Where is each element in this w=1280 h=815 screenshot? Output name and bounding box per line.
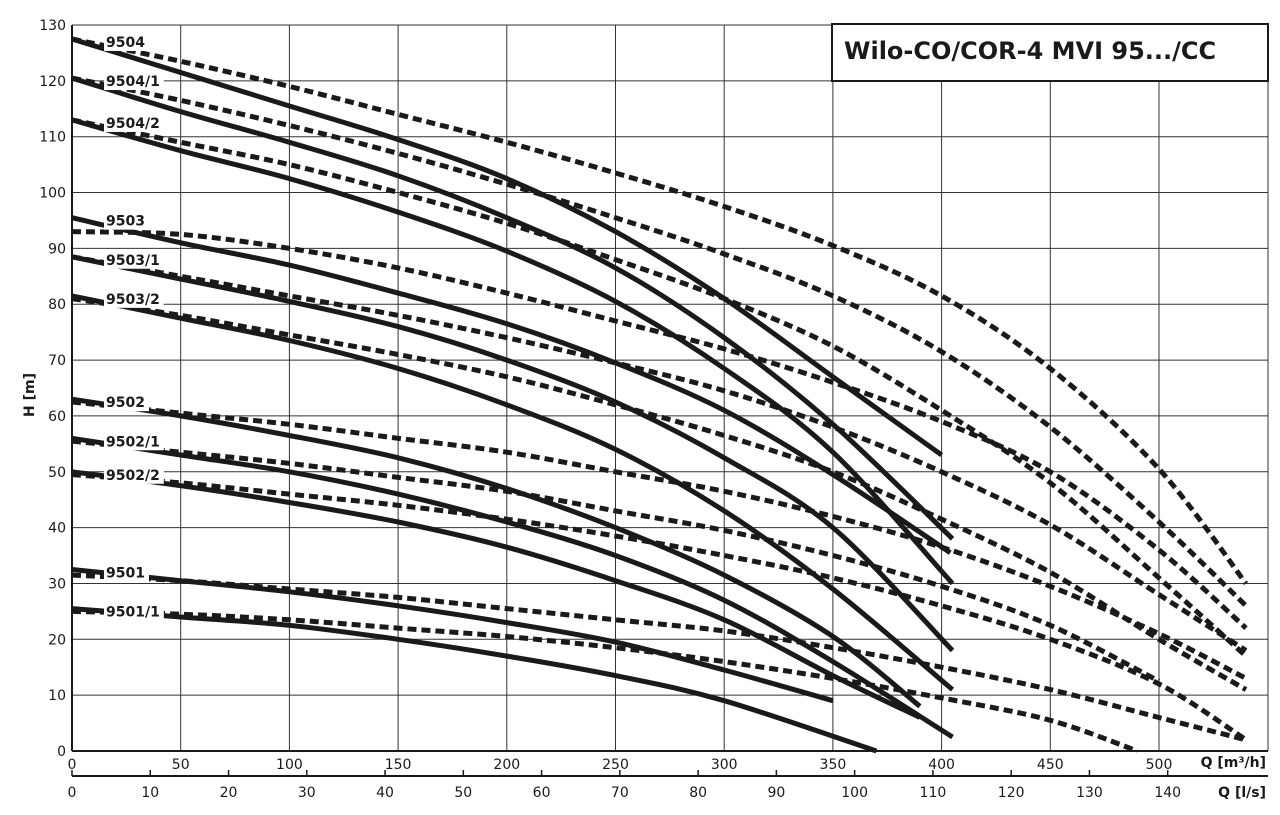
- x-axis-title-primary: Q [m³/h]: [1201, 755, 1266, 771]
- chart-title: Wilo-CO/COR-4 MVI 95.../CC: [844, 37, 1216, 65]
- curve-label-9501-1: 9501/1: [106, 605, 160, 621]
- curve-label-bg: [104, 602, 164, 621]
- curve-labels: 9504 9504/1 9504/2 9503 9503/1 9503/2 9502 9502…: [104, 32, 164, 621]
- curve-label-9501: 9501: [106, 566, 145, 582]
- y-tick-label: 100: [39, 186, 66, 202]
- dashed-curve-2: [71, 75, 1248, 608]
- dashed-curve-11: [71, 608, 1139, 754]
- curve-label-bg: [104, 72, 164, 91]
- curve-label-9504: 9504: [106, 35, 145, 51]
- x-tick-label-m3h: 250: [602, 757, 629, 773]
- y-tick-label: 0: [57, 744, 66, 760]
- x-tick-label-ls: 80: [689, 785, 707, 801]
- solid-curve-9501-1: [71, 606, 878, 754]
- x-tick-label-ls: 130: [1076, 785, 1103, 801]
- solid-curve-9502: [71, 396, 922, 709]
- y-tick-label: 110: [39, 130, 66, 146]
- dashed-curve-7: [71, 399, 1248, 681]
- x-tick-label-m3h: 350: [820, 757, 847, 773]
- y-tick-label: 40: [48, 521, 66, 537]
- x-tick-label-ls: 70: [611, 785, 629, 801]
- curve-label-9502-1: 9502/1: [106, 434, 160, 450]
- x-tick-label-m3h: 150: [385, 757, 412, 773]
- x-tick-label-ls: 20: [220, 785, 238, 801]
- y-tick-label: 120: [39, 74, 66, 90]
- x-tick-label-m3h: 50: [172, 757, 190, 773]
- x-tick-label-m3h: 100: [276, 757, 303, 773]
- y-tick-label: 60: [48, 409, 66, 425]
- curve-label-9504-2: 9504/2: [106, 116, 160, 132]
- y-tick-label: 70: [48, 353, 66, 369]
- x-tick-label-ls: 50: [454, 785, 472, 801]
- curve-label-bg: [104, 250, 164, 269]
- y-tick-label: 50: [48, 465, 66, 481]
- curve-label-bg: [104, 289, 164, 308]
- solid-curve-9501: [71, 567, 834, 704]
- curve-label-9504-1: 9504/1: [106, 74, 160, 90]
- curve-label-9503-1: 9503/1: [106, 253, 160, 269]
- curve-label-9503: 9503: [106, 214, 145, 230]
- dashed-curve-8: [71, 438, 1161, 684]
- solid-curve-9504-2: [71, 117, 955, 586]
- y-tick-label: 80: [48, 297, 66, 313]
- x-tick-label-ls: 120: [998, 785, 1025, 801]
- y-tick-label: 130: [39, 18, 66, 34]
- x-axis-title-secondary: Q [l/s]: [1218, 785, 1266, 801]
- dashed-curves: [71, 36, 1248, 754]
- curve-label-bg: [104, 32, 149, 51]
- curve-label-bg: [104, 432, 164, 451]
- x-tick-label-ls: 140: [1154, 785, 1181, 801]
- solid-curve-9502-1: [71, 435, 954, 740]
- y-tick-label: 10: [48, 688, 66, 704]
- dashed-curve-9: [71, 472, 1248, 742]
- x-tick-label-m3h: 500: [1146, 757, 1173, 773]
- curve-label-9502-2: 9502/2: [106, 468, 160, 484]
- x-tick-label-ls: 40: [376, 785, 394, 801]
- dashed-curve-5: [71, 254, 1248, 653]
- x-tick-label-ls: 100: [841, 785, 868, 801]
- x-tick-label-m3h: 400: [928, 757, 955, 773]
- solid-curve-9503-1: [71, 254, 955, 653]
- curve-label-bg: [104, 393, 149, 412]
- x-tick-label-ls: 110: [920, 785, 947, 801]
- title-box: Wilo-CO/COR-4 MVI 95.../CC: [831, 23, 1269, 82]
- solid-curve-9504: [71, 36, 944, 458]
- dashed-curve-3: [71, 117, 1248, 658]
- y-tick-label: 30: [48, 576, 66, 592]
- y-tick-label: 90: [48, 241, 66, 257]
- x-tick-label-m3h: 200: [493, 757, 520, 773]
- x-tick-label-ls: 90: [767, 785, 785, 801]
- dashed-curve-10: [71, 572, 1247, 743]
- curve-label-9502: 9502: [106, 395, 145, 411]
- x-tick-label-ls: 0: [68, 785, 77, 801]
- x-tick-label-ls: 60: [533, 785, 551, 801]
- solid-curve-9503: [71, 215, 952, 555]
- y-tick-label: 20: [48, 632, 66, 648]
- title-box-frame: [831, 23, 1269, 82]
- solid-curve-9504-1: [71, 75, 955, 541]
- solid-curve-9503-2: [71, 293, 955, 692]
- solid-curve-9502-2: [71, 469, 921, 720]
- x-tick-label-m3h: 0: [68, 757, 77, 773]
- curve-label-bg: [104, 465, 164, 484]
- x-tick-label-m3h: 450: [1037, 757, 1064, 773]
- curve-label-bg: [104, 563, 149, 582]
- dashed-curve-6: [71, 296, 1248, 692]
- curve-label-bg: [104, 113, 164, 132]
- curve-label-bg: [104, 211, 149, 230]
- x-tick-label-m3h: 300: [711, 757, 738, 773]
- curve-label-9503-2: 9503/2: [106, 292, 160, 308]
- x-tick-label-ls: 30: [298, 785, 316, 801]
- solid-curves: [71, 36, 955, 754]
- y-axis-title: H [m]: [22, 373, 38, 417]
- x-tick-label-ls: 10: [141, 785, 159, 801]
